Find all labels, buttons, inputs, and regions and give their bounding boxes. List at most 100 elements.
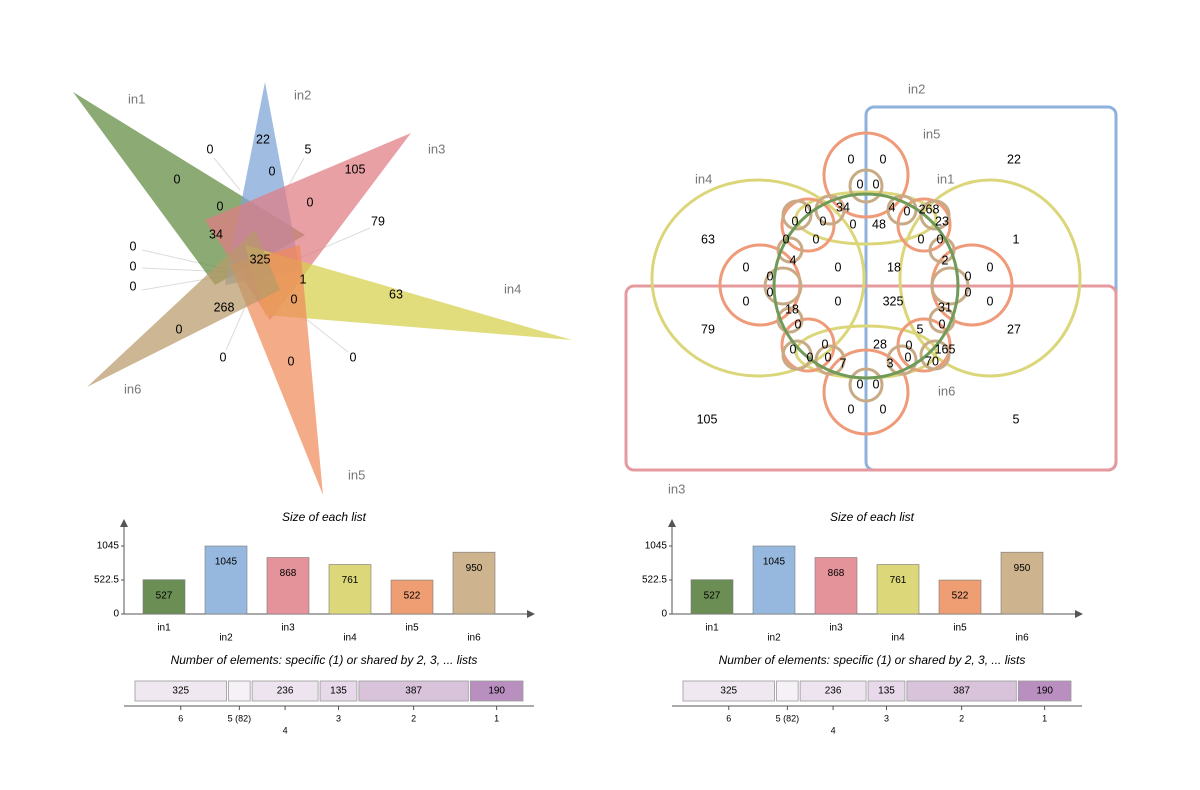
region-count: 0: [965, 285, 972, 299]
region-count: 27: [1007, 322, 1021, 336]
segment-value: 135: [330, 686, 347, 697]
region-count: 0: [743, 294, 750, 308]
bar: [452, 551, 496, 615]
bar-value: 522: [404, 591, 421, 602]
x-tick-label: in5: [405, 623, 419, 634]
region-count: 22: [256, 132, 270, 146]
chart-title: Number of elements: specific (1) or shar…: [719, 653, 1026, 667]
bar-value: 868: [828, 568, 845, 579]
segment-value: 135: [878, 686, 895, 697]
set-outline: [896, 197, 952, 253]
region-count: 0: [291, 292, 298, 306]
bar: [938, 579, 982, 615]
region-count: 2: [942, 253, 949, 267]
region-count: 0: [937, 232, 944, 246]
set-shape: [245, 245, 572, 340]
region-count: 0: [857, 377, 864, 391]
segment-value: 387: [405, 686, 422, 697]
region-count: 0: [743, 260, 750, 274]
region-count: 0: [906, 338, 913, 352]
region-count: 0: [176, 322, 183, 336]
bar: [876, 564, 920, 615]
region-count: 0: [857, 177, 864, 191]
region-count: 4: [889, 200, 896, 214]
bar: [328, 564, 372, 615]
region-count: 0: [783, 232, 790, 246]
segment: [906, 680, 1017, 702]
set-outline: [848, 367, 884, 403]
set-outline: [814, 344, 846, 376]
set-label: in2: [294, 87, 311, 102]
segment: [1017, 680, 1072, 702]
segment: [251, 680, 319, 702]
y-tick-label: 0: [661, 609, 667, 620]
set-outline: [928, 306, 956, 334]
region-count: 0: [987, 294, 994, 308]
region-count: 0: [820, 214, 827, 228]
x-tick-label: 1: [1042, 713, 1047, 723]
x-tick-label: in3: [281, 623, 295, 634]
x-tick-label: 3: [884, 713, 889, 723]
region-count: 0: [350, 350, 357, 364]
x-tick-label: in6: [1015, 633, 1029, 644]
bar-value: 522: [952, 591, 969, 602]
region-count: 0: [805, 202, 812, 216]
region-count: 28: [873, 337, 887, 351]
set-label: in4: [695, 171, 712, 186]
x-tick-label: in5: [953, 623, 967, 634]
region-count: 0: [918, 232, 925, 246]
y-tick-label: 0: [113, 609, 119, 620]
x-tick-label: in6: [467, 633, 481, 644]
x-tick-label: 6: [178, 713, 183, 723]
segment: [358, 680, 469, 702]
bar: [1000, 551, 1044, 615]
region-count: 0: [288, 354, 295, 368]
region-count: 0: [130, 279, 137, 293]
region-count: 0: [217, 199, 224, 213]
x-tick-label: in4: [891, 633, 905, 644]
segment: [867, 680, 906, 702]
segment: [134, 680, 227, 702]
x-tick-label: 5 (82): [776, 713, 800, 723]
set-label: in4: [504, 281, 521, 296]
x-tick-label: in1: [157, 623, 171, 634]
region-count: 268: [214, 300, 235, 314]
chart-title: Size of each list: [282, 510, 367, 524]
segment: [776, 680, 799, 702]
region-count: 63: [701, 232, 715, 246]
region-count: 0: [130, 259, 137, 273]
bar: [204, 545, 248, 615]
region-count: 0: [904, 204, 911, 218]
region-count: 18: [887, 260, 901, 274]
axis-arrow: [120, 519, 128, 527]
region-count: 0: [207, 142, 214, 156]
set-outline: [780, 197, 836, 253]
set-shape: [87, 230, 280, 387]
set-outline: [776, 236, 804, 264]
set-label: in6: [938, 383, 955, 398]
set-label: in3: [668, 481, 685, 496]
set-label: in3: [428, 141, 445, 156]
set-outline: [776, 306, 804, 334]
leader-line: [225, 299, 249, 351]
leader-line: [213, 157, 241, 191]
x-tick-label: in4: [343, 633, 357, 644]
set-outline: [763, 266, 803, 306]
x-tick-label: 6: [726, 713, 731, 723]
region-count: 0: [835, 260, 842, 274]
segment-value: 190: [1036, 686, 1053, 697]
bar-value: 761: [890, 575, 907, 586]
segment-value: 325: [172, 686, 189, 697]
set-outline: [822, 131, 910, 219]
region-count: 5: [1013, 412, 1020, 426]
x-tick-label: 4: [283, 725, 288, 735]
region-count: 5: [917, 322, 924, 336]
set-outline: [780, 317, 836, 373]
set-label: in1: [128, 91, 145, 106]
chart-title: Number of elements: specific (1) or shar…: [171, 653, 478, 667]
region-count: 0: [965, 269, 972, 283]
x-tick-label: 1: [494, 713, 499, 723]
region-count: 0: [220, 350, 227, 364]
region-count: 79: [371, 214, 385, 228]
